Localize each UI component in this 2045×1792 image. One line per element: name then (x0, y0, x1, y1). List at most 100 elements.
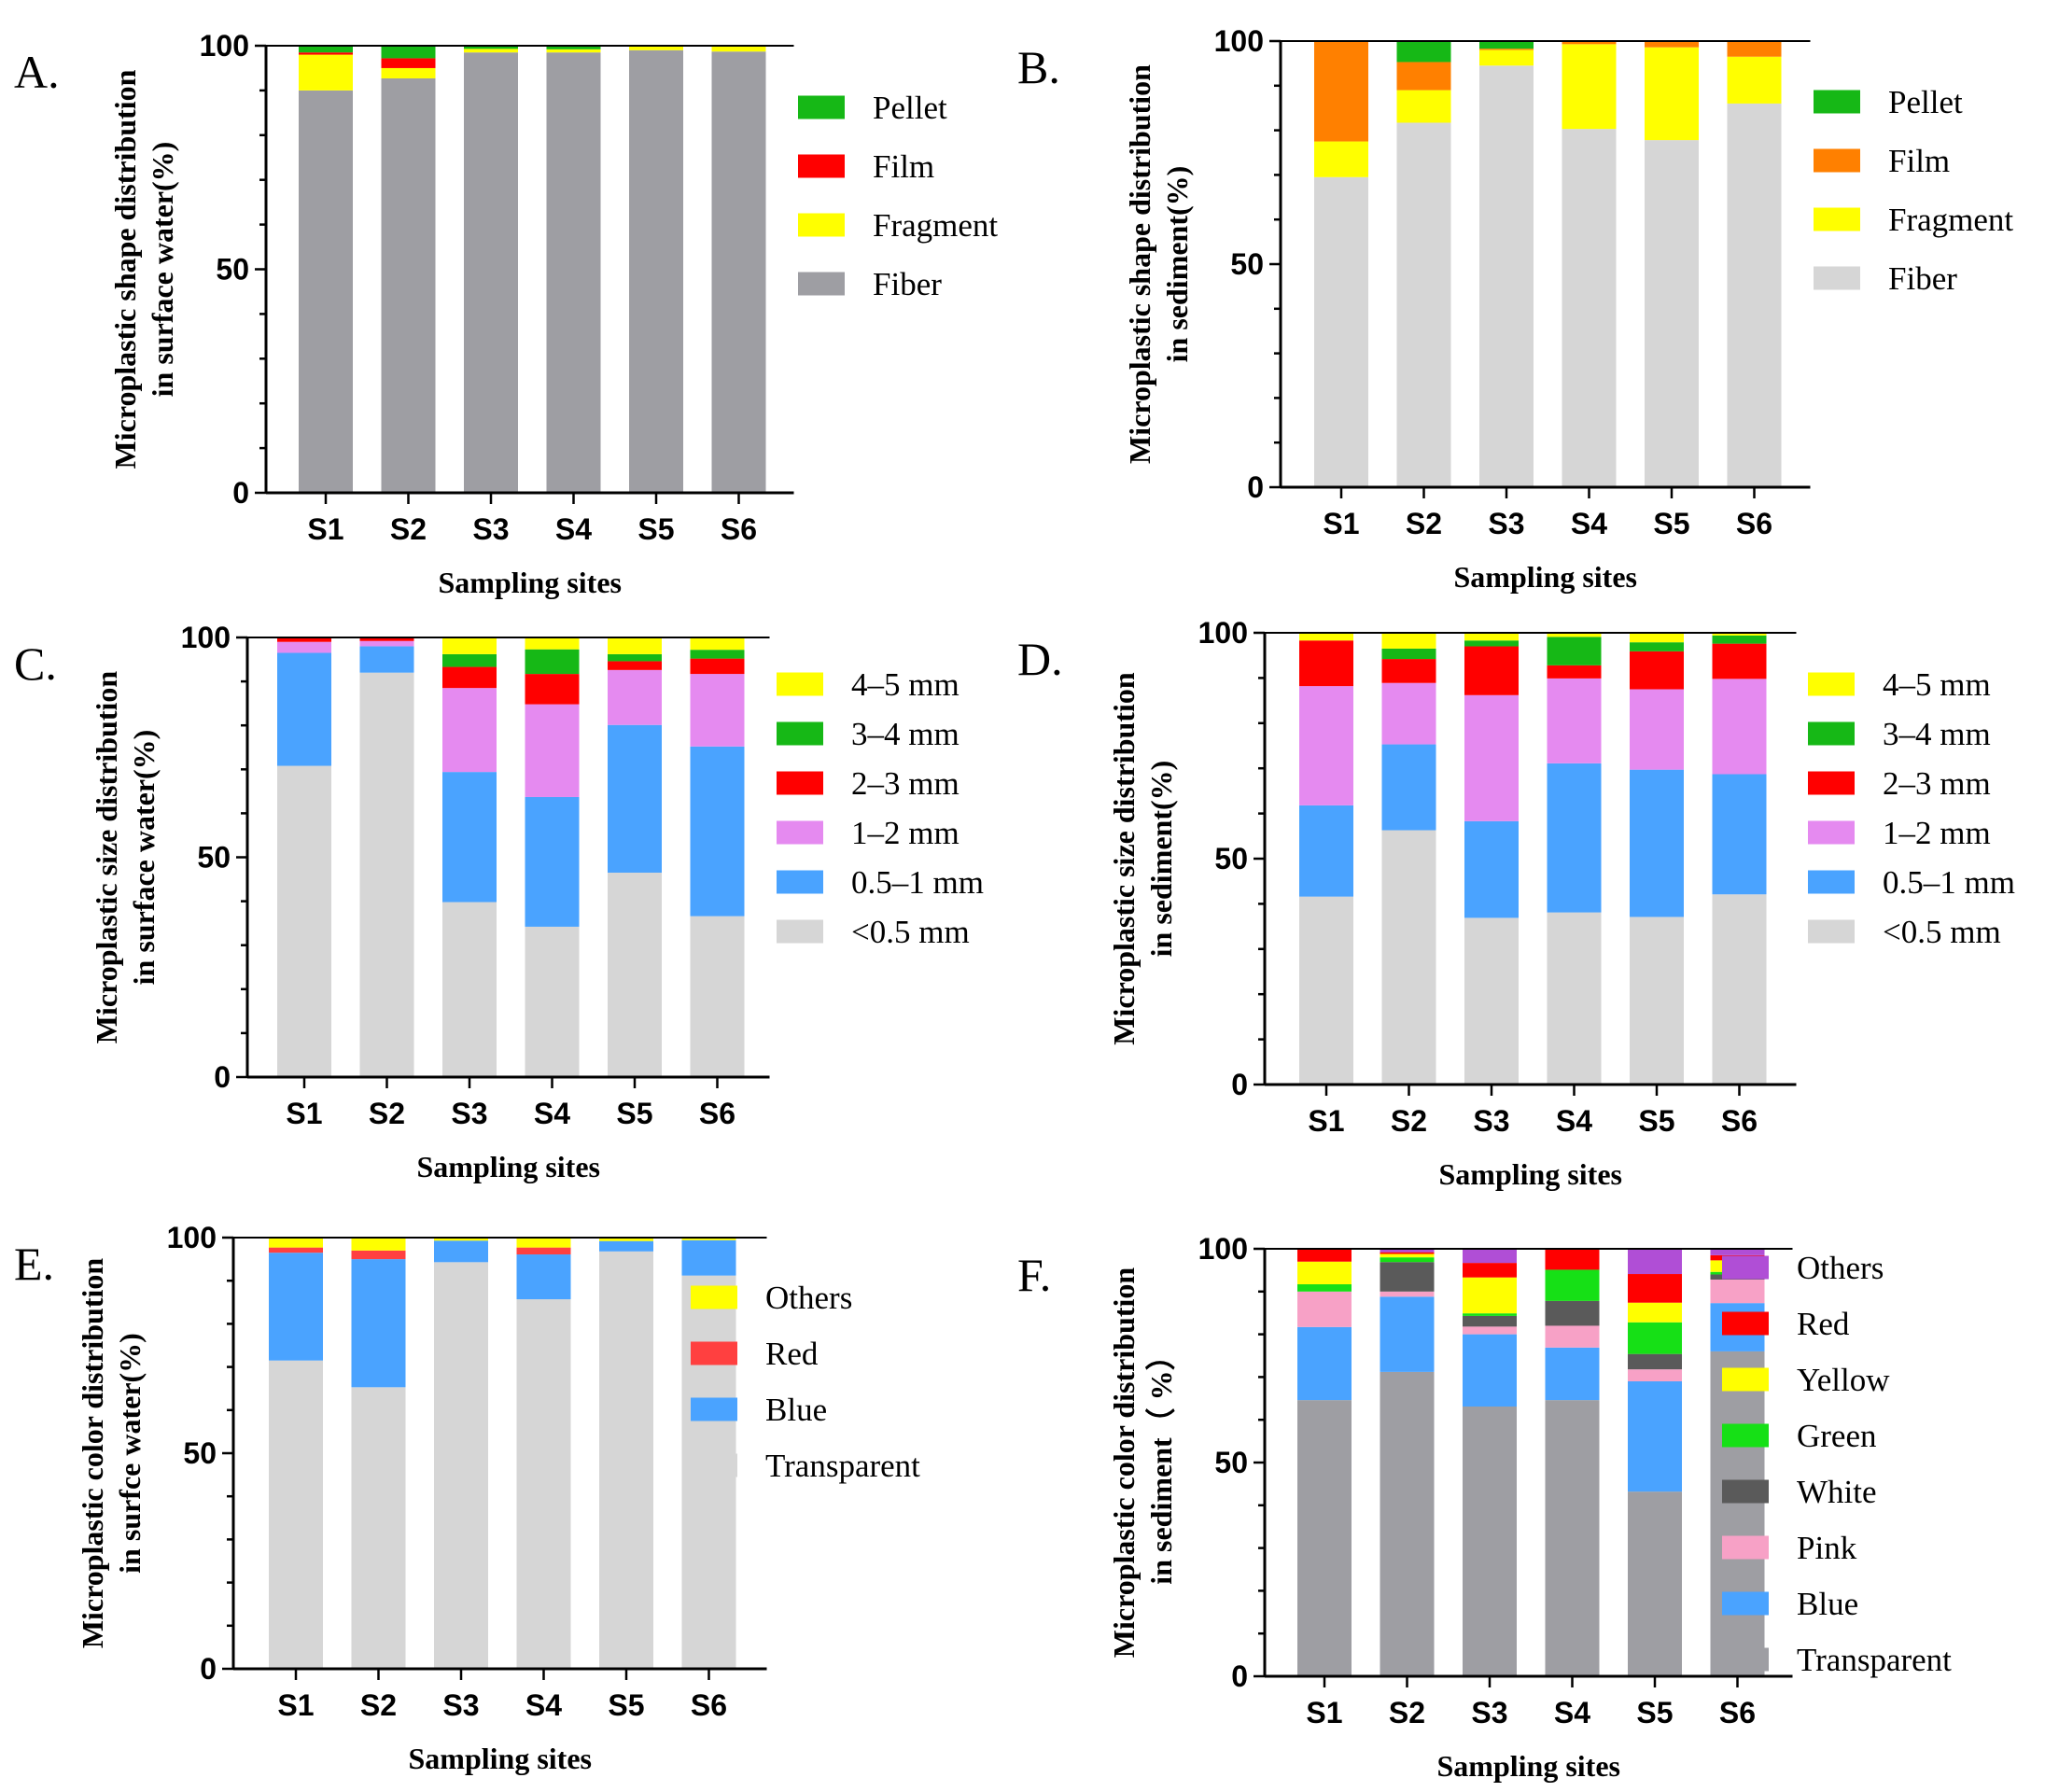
x-tick-label: S1 (307, 512, 343, 546)
bar-segment (1628, 1491, 1682, 1676)
bar-segment (690, 658, 745, 675)
bar-segment (442, 653, 497, 667)
legend-swatch (691, 1453, 737, 1477)
panel-letter: E. (14, 1238, 54, 1290)
y-axis-label-line: in surfce water(%) (113, 1333, 147, 1574)
legend-label: Blue (765, 1392, 827, 1428)
panel-letter: D. (1017, 633, 1063, 685)
bar-segment (1547, 763, 1602, 913)
bar-segment (525, 926, 580, 1077)
x-tick-label: S4 (1556, 1104, 1592, 1138)
y-tick-label: 50 (1214, 842, 1248, 875)
bar-segment (1712, 635, 1767, 644)
legend-label: 0.5–1 mm (1883, 864, 2015, 901)
x-tick-label: S5 (608, 1688, 644, 1722)
bar-segment (1545, 1325, 1600, 1348)
legend-label: White (1797, 1474, 1877, 1510)
bar-segment (525, 796, 580, 927)
bar-segment (1630, 917, 1684, 1085)
y-tick-label: 0 (1231, 1068, 1248, 1101)
bar-segment (1299, 805, 1353, 897)
legend-swatch (1814, 148, 1860, 173)
x-tick-label: S3 (1488, 507, 1524, 540)
legend-swatch (1808, 672, 1855, 696)
y-tick-label: 100 (200, 29, 249, 63)
legend-swatch (691, 1397, 737, 1421)
legend-swatch (1722, 1367, 1769, 1392)
bar-segment (1380, 1296, 1435, 1372)
bar-segment (464, 49, 518, 53)
bar-segment (1628, 1322, 1682, 1354)
legend-label: 2–3 mm (1883, 765, 1991, 802)
bar-segment (1297, 1249, 1352, 1262)
bar-segment (546, 49, 601, 53)
bar-segment (1545, 1347, 1600, 1401)
bar-segment (1464, 646, 1519, 695)
x-tick-label: S5 (1636, 1696, 1673, 1729)
x-tick-label: S2 (390, 512, 427, 546)
legend-swatch (1722, 1479, 1769, 1504)
bar-segment (1396, 62, 1451, 91)
bar-segment (516, 1299, 571, 1669)
legend-label: <0.5 mm (851, 914, 970, 950)
bar-segment (546, 52, 601, 494)
x-axis-label: Sampling sites (439, 566, 622, 599)
legend-label: 3–4 mm (851, 716, 959, 752)
y-tick-label: 50 (183, 1436, 217, 1470)
bar-segment (277, 765, 331, 1077)
x-tick-label: S6 (691, 1688, 727, 1722)
bar-segment (599, 1240, 653, 1252)
bar-segment (1297, 1326, 1352, 1401)
x-tick-label: S5 (616, 1097, 652, 1130)
legend-swatch (1722, 1423, 1769, 1448)
legend-swatch (1722, 1311, 1769, 1336)
bar-segment (1645, 140, 1699, 487)
bar-segment (516, 1247, 571, 1255)
bar-segment (1380, 1371, 1435, 1676)
bar-segment (277, 652, 331, 766)
x-tick-label: S6 (721, 512, 757, 546)
bar-segment (711, 51, 766, 494)
x-tick-label: S1 (277, 1688, 314, 1722)
legend-swatch (1722, 1255, 1769, 1280)
bar-segment (1381, 830, 1436, 1085)
panel-letter: C. (14, 637, 57, 690)
bar-segment (351, 1250, 406, 1260)
x-tick-label: S3 (451, 1097, 487, 1130)
legend-swatch (777, 721, 823, 746)
bar-segment (546, 46, 601, 49)
bar-segment (1479, 65, 1534, 487)
bar-segment (690, 674, 745, 747)
x-tick-label: S2 (360, 1688, 397, 1722)
bar-segment (1645, 41, 1699, 48)
bar-segment (442, 772, 497, 903)
y-tick-label: 0 (214, 1060, 231, 1094)
y-axis-label-line: Microplastic size distribution (1107, 672, 1141, 1045)
bar-segment (1380, 1249, 1435, 1253)
bar-segment (442, 902, 497, 1077)
y-axis-label-line: in sediment(%) (1160, 166, 1194, 363)
bar-segment (381, 67, 436, 78)
legend-label: Others (1797, 1250, 1884, 1286)
bar-segment (681, 1238, 736, 1240)
bar-segment (442, 688, 497, 773)
y-tick-label: 50 (1230, 247, 1264, 281)
x-tick-label: S6 (699, 1097, 735, 1130)
bar-segment (608, 637, 662, 654)
bar-segment (1547, 637, 1602, 665)
y-tick-label: 100 (1198, 1232, 1248, 1266)
y-axis-label-line: in sediment(%) (1144, 761, 1178, 958)
bar-segment (1463, 1326, 1517, 1335)
legend-label: Film (873, 148, 934, 185)
legend-swatch (798, 213, 845, 237)
bar-segment (1463, 1315, 1517, 1327)
bar-segment (1463, 1263, 1517, 1278)
bar-segment (681, 1239, 736, 1276)
y-tick-label: 0 (200, 1652, 217, 1686)
legend-label: Others (765, 1280, 852, 1316)
x-tick-label: S6 (1736, 507, 1772, 540)
x-tick-label: S6 (1721, 1104, 1758, 1138)
legend-swatch (691, 1285, 737, 1309)
bar-segment (608, 724, 662, 873)
